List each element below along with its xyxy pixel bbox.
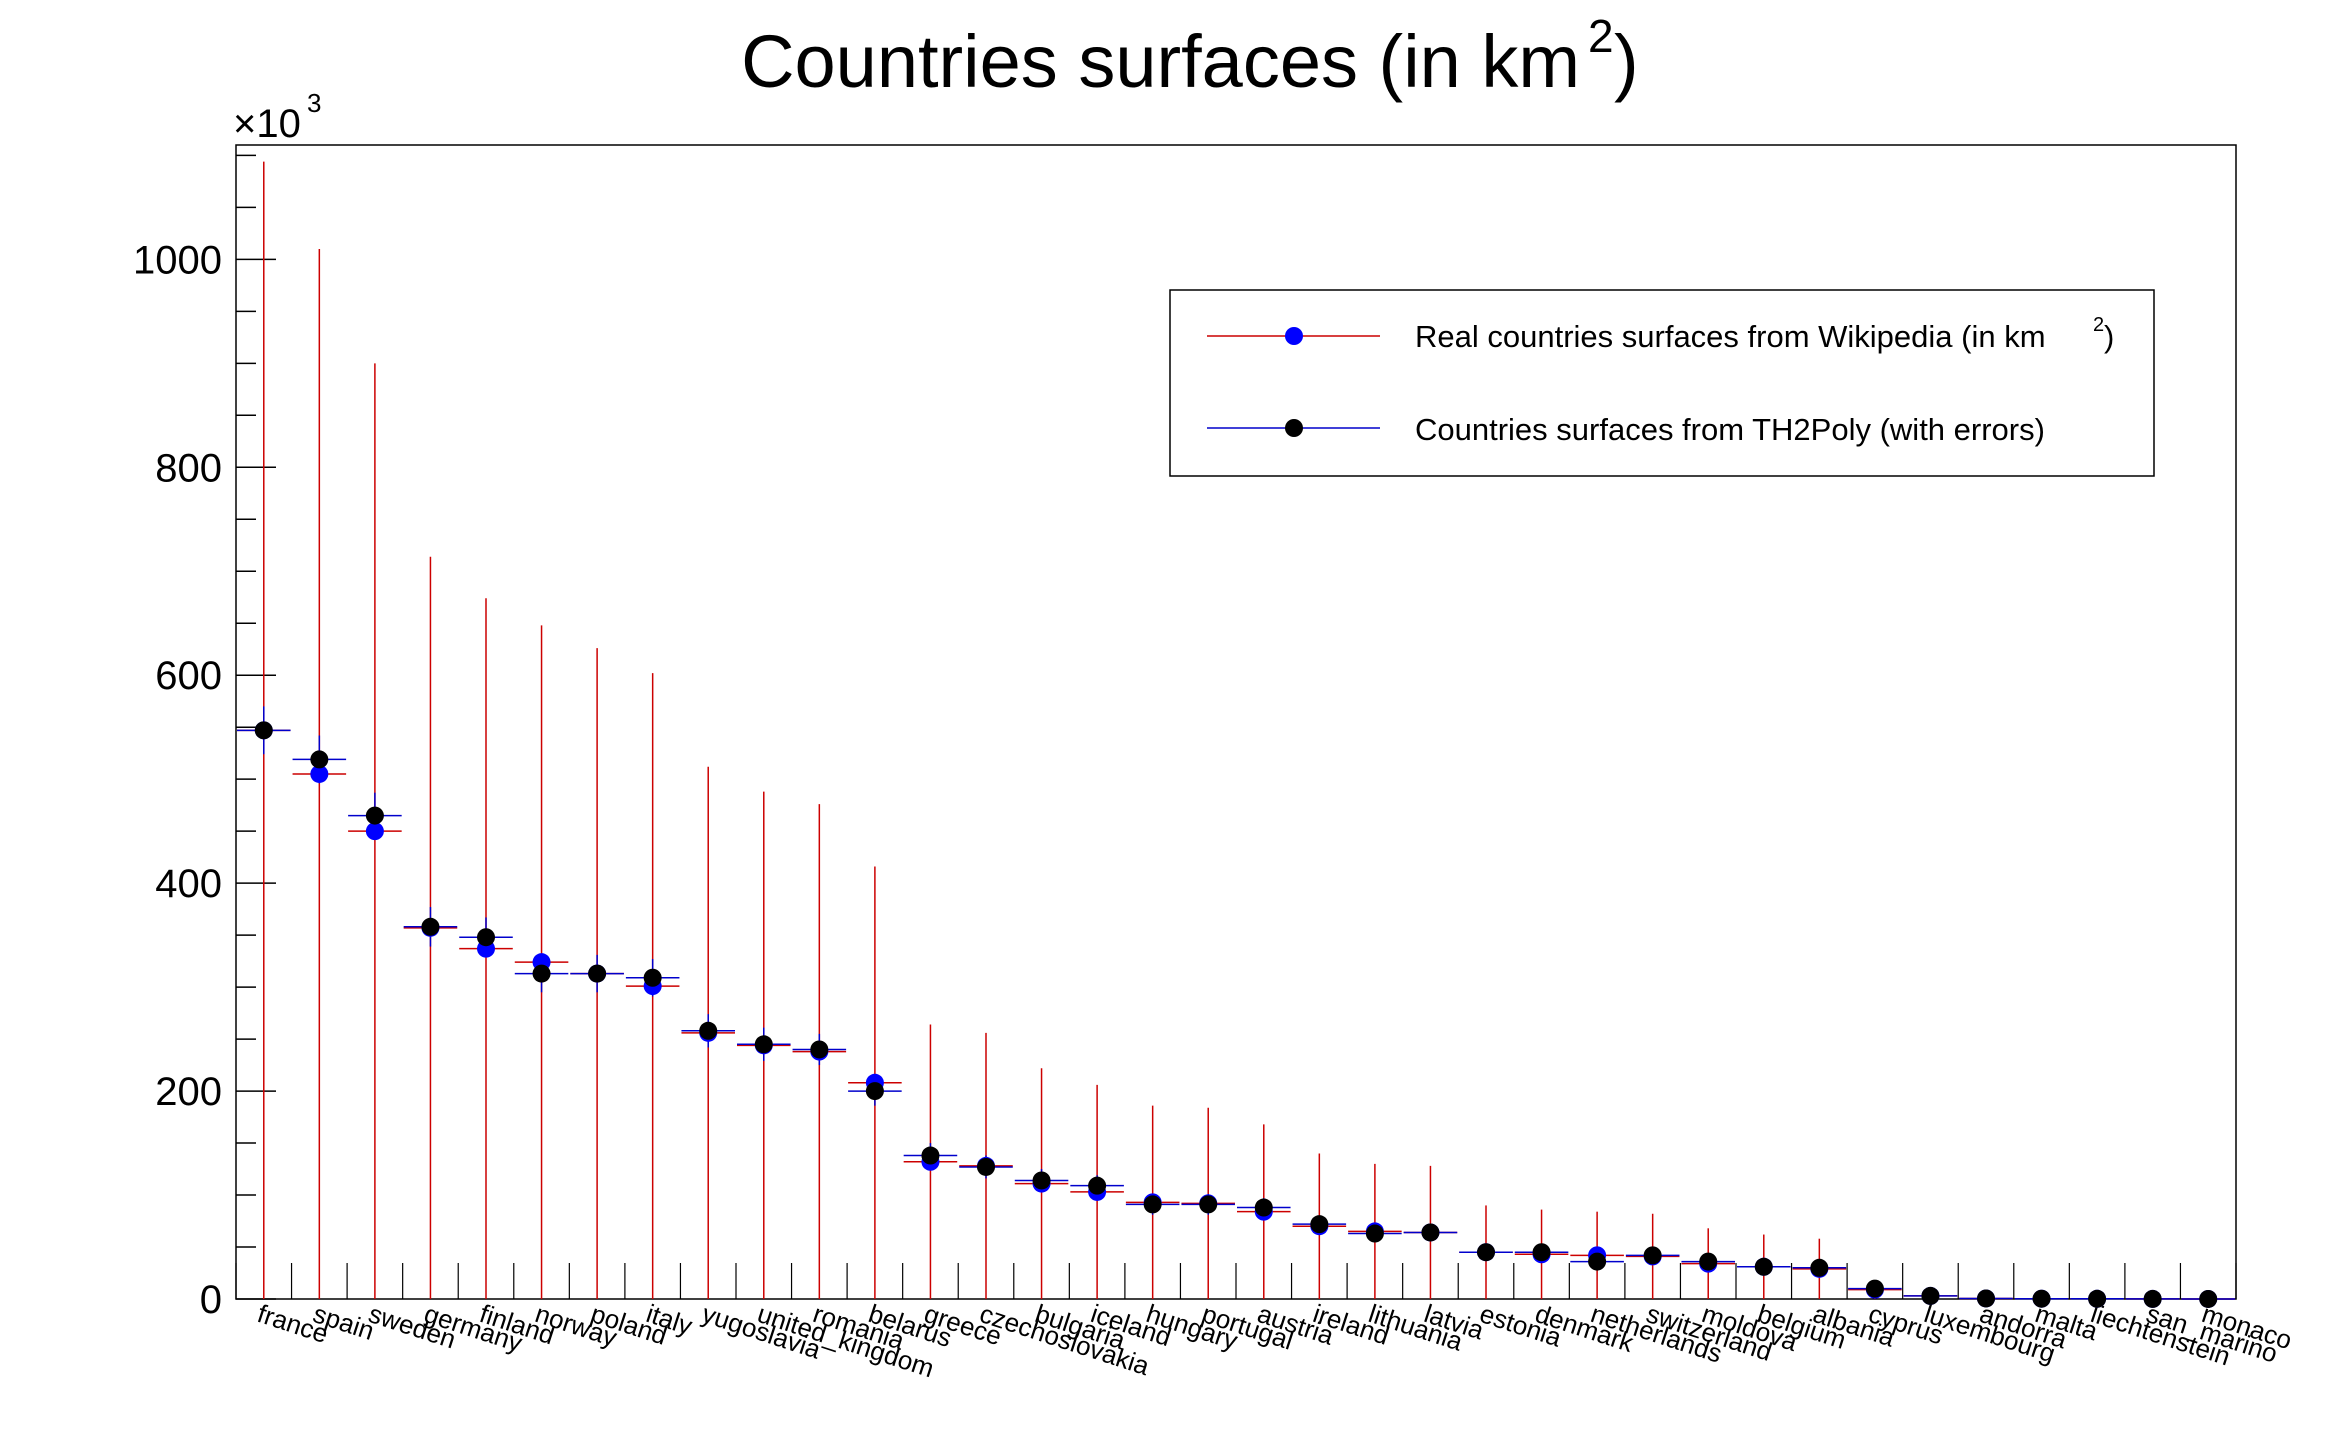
y-tick-label: 200 <box>155 1070 222 1114</box>
data-point <box>1810 1258 1829 1277</box>
data-point <box>1421 1223 1440 1242</box>
data-point <box>365 822 384 841</box>
data-point <box>532 964 551 983</box>
data-point <box>1921 1286 1940 1305</box>
data-point <box>977 1157 995 1176</box>
legend-label-wikipedia: Real countries surfaces from Wikipedia (… <box>1415 319 2046 354</box>
data-point <box>1532 1243 1551 1262</box>
data-point <box>699 1021 718 1040</box>
data-point <box>1643 1246 1662 1265</box>
data-point <box>754 1035 773 1054</box>
data-point <box>1477 1243 1495 1262</box>
y-tick-label: 600 <box>155 654 222 698</box>
chart-title-superscript: 2 <box>1588 10 1614 62</box>
data-point <box>1588 1252 1607 1271</box>
legend-label-wikipedia-suffix: ) <box>2104 319 2114 354</box>
chart-title-suffix: ) <box>1614 20 1639 103</box>
data-point <box>1254 1198 1273 1217</box>
data-point <box>310 764 329 783</box>
legend-box <box>1169 289 2155 477</box>
data-point <box>2088 1289 2107 1308</box>
x-axis: francespainswedengermanyfinlandnorwaypol… <box>235 1263 2296 1383</box>
y-axis-multiplier-exponent: 3 <box>307 88 321 118</box>
data-point <box>643 968 662 987</box>
data-point <box>1699 1252 1718 1271</box>
data-point <box>2143 1289 2162 1308</box>
data-point <box>810 1040 829 1059</box>
markers-th2poly <box>254 721 2218 1308</box>
data-point <box>365 806 384 825</box>
y-tick-label: 0 <box>200 1278 222 1322</box>
data-point <box>254 721 273 740</box>
data-point <box>1032 1171 1051 1190</box>
series-layer <box>237 161 2235 1308</box>
legend-marker-th2poly <box>1285 419 1303 437</box>
data-point <box>1199 1195 1218 1214</box>
legend-label-wikipedia-superscript: 2 <box>2093 314 2104 336</box>
data-point <box>865 1082 884 1101</box>
data-point <box>1143 1195 1162 1214</box>
data-point <box>921 1146 940 1165</box>
data-point <box>1977 1289 1995 1308</box>
data-point <box>2199 1289 2218 1308</box>
data-point <box>588 964 607 983</box>
legend: Real countries surfaces from Wikipedia (… <box>1169 289 2155 477</box>
chart-title: Countries surfaces (in km <box>741 20 1580 103</box>
data-point <box>1365 1224 1384 1243</box>
data-point <box>477 928 495 947</box>
markers-wikipedia <box>254 721 2218 1308</box>
legend-marker-wikipedia <box>1285 327 1303 345</box>
data-point <box>1310 1215 1329 1234</box>
legend-label-th2poly: Countries surfaces from TH2Poly (with er… <box>1415 412 2045 447</box>
y-axis: 0 200 400 600 800 1000 <box>133 154 276 1322</box>
data-point <box>421 917 440 936</box>
data-point <box>310 750 329 769</box>
data-point <box>1865 1279 1884 1298</box>
series-th2poly <box>237 706 2235 1300</box>
y-tick-label: 800 <box>155 446 222 490</box>
data-point <box>2032 1289 2051 1308</box>
y-axis-multiplier: ×10 <box>233 102 301 146</box>
data-point <box>1088 1176 1107 1195</box>
y-tick-label: 400 <box>155 862 222 906</box>
y-tick-label: 1000 <box>133 238 222 282</box>
data-point <box>1754 1257 1773 1276</box>
